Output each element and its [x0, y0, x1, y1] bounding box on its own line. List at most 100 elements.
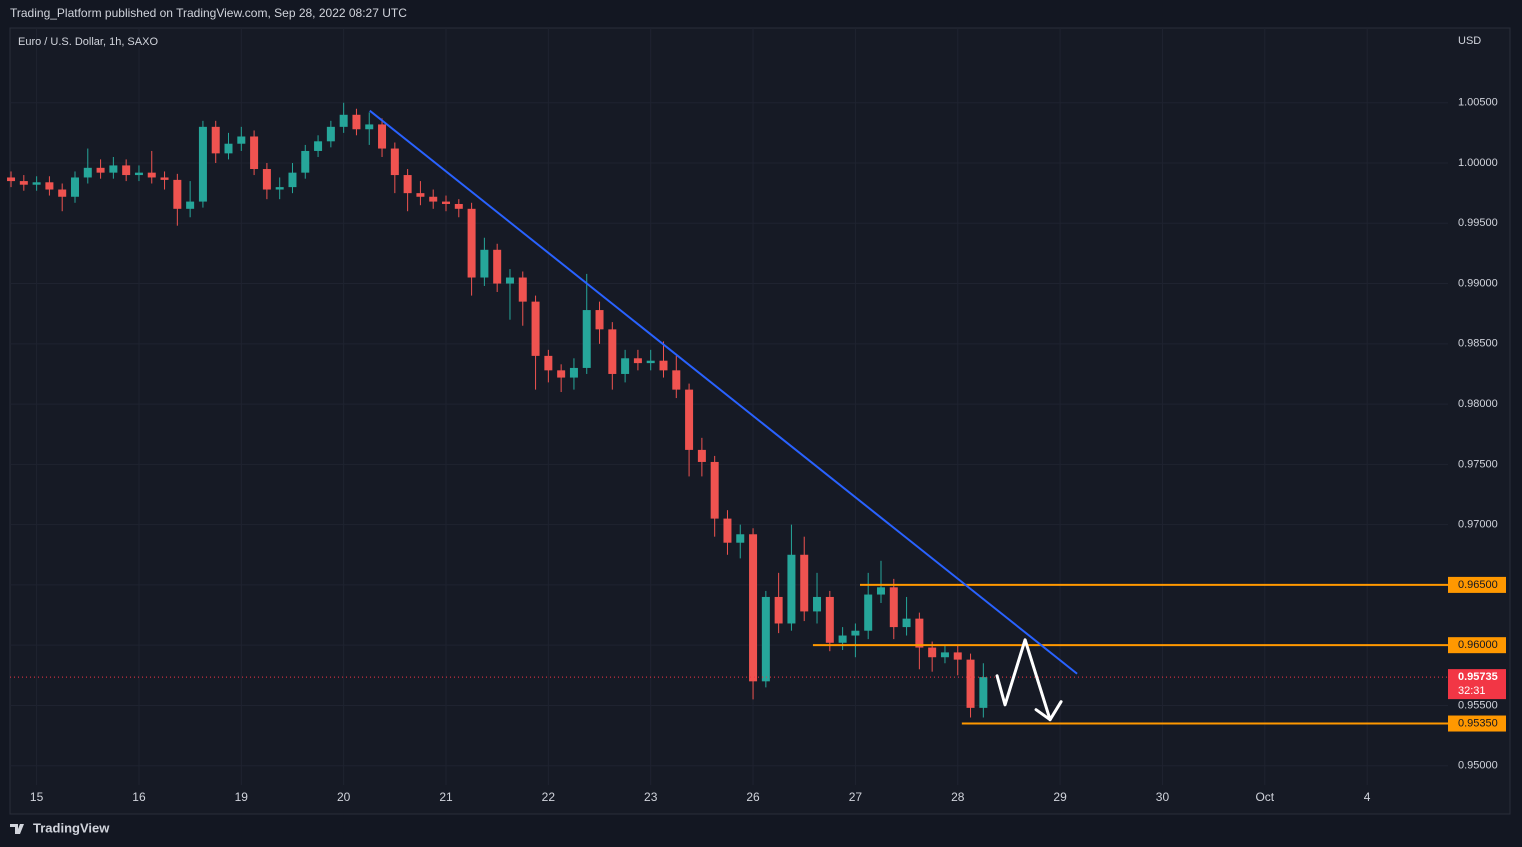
candle-body: [134, 172, 143, 176]
candle-body: [352, 114, 361, 130]
candle-body: [339, 114, 348, 127]
candle-body: [697, 449, 706, 462]
x-tick-label: 4: [1364, 790, 1371, 804]
candle-body: [736, 534, 745, 543]
candle-body: [646, 360, 655, 364]
candle-body: [326, 126, 335, 142]
candle-body: [940, 652, 949, 658]
candle-body: [109, 165, 118, 173]
candle-body: [198, 126, 207, 202]
candle-body: [876, 587, 885, 595]
projection-arrowhead: [1034, 700, 1063, 722]
x-tick-label: 20: [337, 790, 351, 804]
x-tick-label: 29: [1053, 790, 1067, 804]
candle-body: [429, 196, 438, 202]
candle-body: [928, 647, 937, 658]
y-tick-label: 0.98000: [1458, 398, 1498, 410]
countdown-label: 32:31: [1458, 685, 1486, 697]
y-tick-label: 0.97000: [1458, 519, 1498, 531]
candle-body: [365, 124, 374, 130]
candle-body: [250, 136, 259, 170]
candle-body: [966, 659, 975, 708]
candle-body: [442, 201, 451, 204]
candle-body: [710, 461, 719, 519]
y-tick-label: 0.97500: [1458, 458, 1498, 470]
x-tick-label: 27: [849, 790, 863, 804]
candle-body: [531, 301, 540, 356]
candle-body: [633, 358, 642, 364]
candle-body: [173, 179, 182, 209]
footer: TradingView: [33, 820, 110, 835]
y-tick-label: 1.00500: [1458, 97, 1498, 109]
candle-body: [953, 652, 962, 660]
level-label: 0.96500: [1458, 579, 1498, 591]
candle-body: [621, 358, 630, 374]
candle-body: [813, 596, 822, 612]
x-tick-label: 23: [644, 790, 658, 804]
candle-body: [314, 141, 323, 151]
candle-body: [403, 175, 412, 194]
candle-body: [480, 249, 489, 278]
candle-body: [224, 143, 233, 154]
candle-body: [864, 594, 873, 631]
candle-body: [659, 360, 668, 371]
candle-body: [186, 201, 195, 209]
candle-body: [58, 189, 67, 197]
level-label-box: [1448, 715, 1506, 732]
candle-body: [761, 596, 770, 682]
candle-body: [582, 310, 591, 368]
candle-body: [544, 355, 553, 371]
y-tick-label: 0.98500: [1458, 338, 1498, 350]
y-tick-label: 0.95000: [1458, 760, 1498, 772]
candle-body: [787, 554, 796, 624]
candle-body: [467, 208, 476, 278]
candle-body: [889, 587, 898, 628]
y-tick-label: 1.00000: [1458, 157, 1498, 169]
candle-body: [275, 187, 284, 190]
chart-title: Euro / U.S. Dollar, 1h, SAXO: [18, 36, 158, 48]
candle-body: [237, 136, 246, 144]
candle-body: [685, 389, 694, 450]
plot: [7, 102, 1448, 725]
candle-body: [902, 618, 911, 628]
last-price-box: [1448, 669, 1506, 700]
candle-body: [493, 249, 502, 284]
level-label: 0.95350: [1458, 717, 1498, 729]
x-tick-label: 30: [1156, 790, 1170, 804]
candle-body: [45, 182, 54, 190]
x-tick-label: 19: [235, 790, 249, 804]
candle-body: [160, 177, 169, 180]
candle-body: [288, 172, 297, 188]
candle-body: [262, 169, 271, 190]
logo: [10, 824, 24, 834]
x-tick-label: 26: [746, 790, 760, 804]
candle-body: [838, 635, 847, 643]
candle-body: [32, 182, 41, 185]
currency: USD: [1458, 35, 1481, 47]
candle-body: [390, 148, 399, 176]
candle-body: [416, 193, 425, 197]
candle-body: [83, 167, 92, 178]
candle-body: [569, 367, 578, 378]
x-tick-label: 16: [132, 790, 146, 804]
last-price-label: 0.95735: [1458, 671, 1498, 683]
candle-body: [7, 177, 16, 182]
candle-body: [825, 596, 834, 643]
axis: 0.95000 0.95500 0.96000 0.96500 0.97000 0.975…: [30, 97, 1506, 804]
candle-body: [557, 370, 566, 378]
candle-body: [851, 630, 860, 636]
y-tick-label: 0.95500: [1458, 699, 1498, 711]
candle-body: [19, 181, 28, 185]
x-tick-label: 28: [951, 790, 965, 804]
candle-body: [70, 177, 79, 197]
candle-body: [595, 310, 604, 330]
level-label: 0.96000: [1458, 639, 1498, 651]
candle-body: [749, 534, 758, 682]
header: Trading_Platform published on TradingVie…: [10, 6, 407, 20]
candle-body: [147, 172, 156, 178]
candle-body: [211, 126, 220, 154]
candle-body: [122, 165, 131, 176]
x-tick-label: Oct: [1255, 790, 1274, 804]
y-tick-label: 0.99000: [1458, 277, 1498, 289]
